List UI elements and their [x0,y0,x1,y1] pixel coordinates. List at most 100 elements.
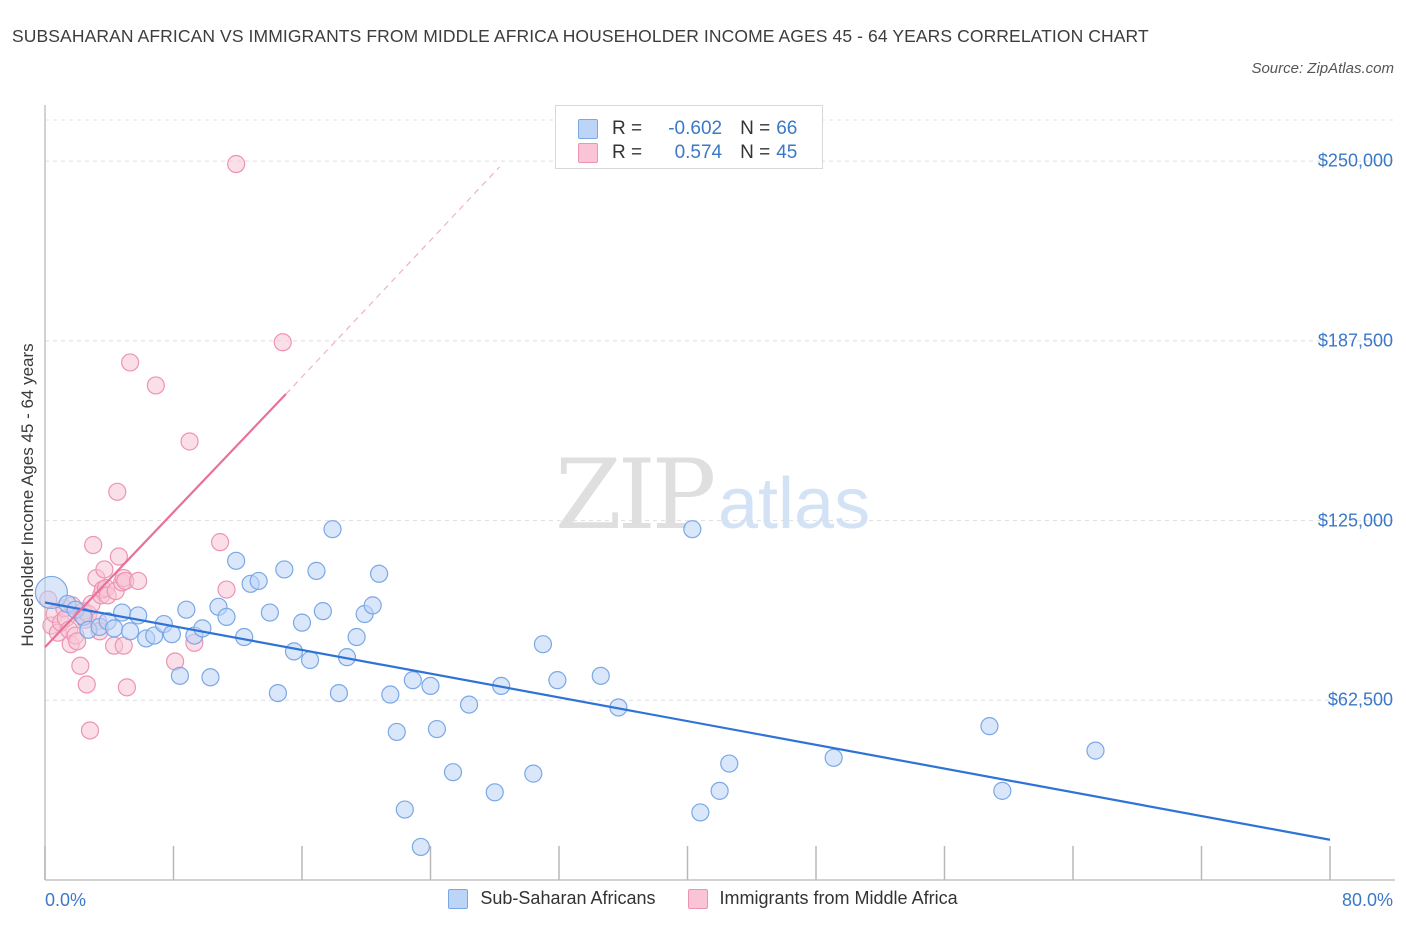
blue-point [177,600,196,619]
blue-point [217,607,236,626]
pink-point [217,580,236,599]
blue-point [347,627,366,647]
pink-point [210,533,230,552]
blue-point [524,764,543,783]
watermark: ZIP atlas [555,439,870,551]
blue-point [201,668,220,687]
pink-point [109,547,128,566]
blue-point [307,561,326,580]
pink-trend-line [44,393,287,648]
y-tick-label: $250,000 [1317,150,1393,171]
blue-point [363,596,382,615]
pink-point [121,353,140,372]
blue-point [993,781,1012,800]
pink-point [84,535,103,555]
pink-swatch [578,143,598,163]
pink-point [77,675,96,694]
pink-point [180,432,199,451]
r-label: R = [612,118,643,139]
legend-row-blue: R = -0.602 N = 66 [578,117,797,141]
legend-label: Immigrants from Middle Africa [719,888,958,908]
r-value: 0.574 [674,142,723,163]
blue-point [268,683,288,703]
blue-point [284,642,304,661]
y-axis-label: Householder Income Ages 45 - 64 years [18,343,37,647]
x-tick-max: 80.0% [1341,890,1393,910]
chart-title: SUBSAHARAN AFRICAN VS IMMIGRANTS FROM MI… [12,26,1149,46]
blue-point [162,625,181,644]
pink-point [95,560,114,579]
blue-point [235,627,254,647]
blue-point [170,666,190,685]
y-tick-label: $62,500 [1327,689,1393,710]
blue-point [720,754,739,773]
n-label: N = [740,142,771,163]
blue-point [370,564,389,583]
pink-point [129,571,148,591]
blue-swatch [578,119,598,139]
source-label: Source: ZipAtlas.com [1251,60,1394,77]
pink-point [273,333,292,352]
blue-point [329,683,349,703]
blue-point [459,695,479,714]
blue-trend-line [44,601,1331,841]
blue-series-points [34,520,1105,857]
blue-point [485,783,504,802]
gridlines [45,119,1395,701]
legend-item-middle-africa[interactable]: Immigrants from Middle Africa [687,888,958,909]
trend-lines [44,166,1331,841]
blue-point [980,717,999,736]
blue-point [691,803,710,822]
y-tick-label: $125,000 [1317,510,1393,531]
blue-point [249,571,268,591]
legend-label: Sub-Saharan Africans [480,888,656,908]
n-label: N = [740,118,771,139]
pink-point [117,678,137,697]
blue-point [824,748,843,767]
pink-point [108,482,127,501]
blue-point [292,613,312,632]
blue-point [1086,741,1105,760]
blue-point [227,551,246,570]
blue-point [591,666,610,685]
blue-point [533,635,553,654]
series-legend: Sub-Saharan Africans Immigrants from Mid… [0,888,1406,909]
legend-item-subsaharan[interactable]: Sub-Saharan Africans [448,888,656,909]
x-tick-min: 0.0% [45,890,87,910]
blue-point [193,619,212,638]
pink-point [146,376,165,395]
blue-point [395,800,414,819]
pink-point [71,656,90,675]
blue-point [683,520,702,539]
r-label: R = [612,142,643,163]
y-tick-label: $187,500 [1317,330,1393,351]
watermark-atlas: atlas [718,464,870,544]
blue-point [313,602,332,621]
blue-point [104,619,124,638]
pink-point [68,632,87,651]
blue-point [275,560,294,579]
n-value: 66 [776,118,798,139]
legend-row-pink: R = 0.574 N = 45 [578,141,797,165]
pink-series-points [39,154,292,740]
pink-point [80,721,100,740]
blue-point [300,650,320,670]
axes [44,105,1395,881]
blue-swatch [448,888,469,909]
blue-point [411,837,430,857]
blue-point [710,781,729,800]
pink-swatch [687,888,708,909]
blue-point [443,763,463,782]
r-value: -0.602 [668,118,723,139]
blue-point [381,685,400,704]
blue-point [427,719,447,739]
correlation-legend: R = -0.602 N = 66 R = 0.574 N = 45 [555,105,823,169]
blue-point [548,671,567,690]
pink-point [227,154,246,174]
blue-point [121,622,140,641]
pink-trend-extension [285,166,501,395]
blue-point [260,603,279,622]
n-value: 45 [776,142,798,163]
blue-point [323,520,342,539]
